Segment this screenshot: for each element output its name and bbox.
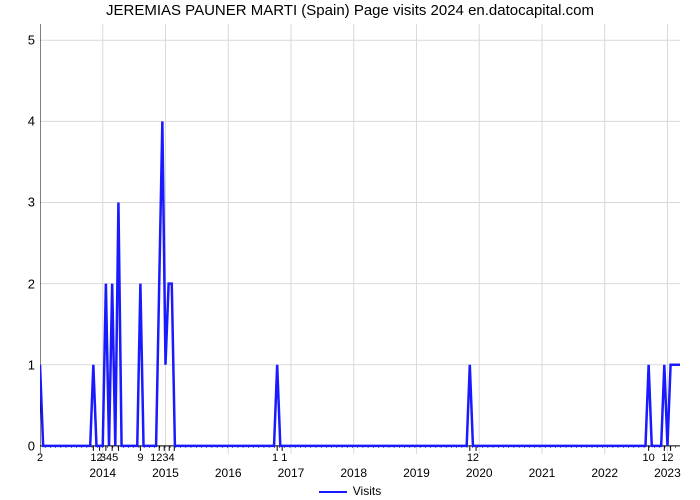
y-tick-label: 5: [5, 33, 35, 48]
x-minor-label: 1234: [150, 452, 174, 464]
x-year-label: 2020: [466, 466, 493, 480]
x-minor-label: 2: [37, 452, 43, 464]
y-tick-label: 2: [5, 276, 35, 291]
legend: Visits: [0, 484, 700, 498]
y-tick-label: 3: [5, 195, 35, 210]
chart-title: JEREMIAS PAUNER MARTI (Spain) Page visit…: [0, 2, 700, 19]
x-minor-label: 10: [643, 452, 655, 464]
x-year-label: 2022: [591, 466, 618, 480]
y-tick-label: 1: [5, 357, 35, 372]
chart-container: JEREMIAS PAUNER MARTI (Spain) Page visit…: [0, 0, 700, 500]
x-year-label: 2015: [152, 466, 179, 480]
x-year-label: 2016: [215, 466, 242, 480]
x-minor-label: 1 1: [272, 452, 287, 464]
x-year-label: 2017: [278, 466, 305, 480]
y-tick-label: 4: [5, 114, 35, 129]
legend-label: Visits: [353, 484, 381, 498]
x-year-label: 2023: [654, 466, 681, 480]
legend-line-swatch: [319, 491, 347, 493]
plot-area: [40, 24, 680, 454]
x-year-label: 2021: [529, 466, 556, 480]
x-minor-label: 12: [467, 452, 479, 464]
x-minor-label: 345: [100, 452, 118, 464]
x-minor-label: 12: [661, 452, 673, 464]
x-year-label: 2018: [340, 466, 367, 480]
y-tick-label: 0: [5, 438, 35, 453]
chart-svg: [40, 24, 680, 454]
x-year-label: 2014: [89, 466, 116, 480]
x-minor-label: 9: [137, 452, 143, 464]
x-year-label: 2019: [403, 466, 430, 480]
